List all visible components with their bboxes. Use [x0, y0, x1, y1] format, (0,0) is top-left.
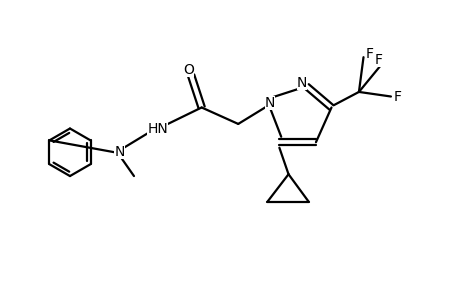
- Text: N: N: [297, 76, 307, 90]
- Text: HN: HN: [147, 122, 168, 136]
- Text: F: F: [392, 89, 400, 103]
- Text: F: F: [365, 46, 373, 61]
- Text: F: F: [374, 53, 382, 67]
- Text: N: N: [264, 96, 275, 110]
- Text: O: O: [183, 63, 194, 77]
- Text: N: N: [114, 145, 124, 159]
